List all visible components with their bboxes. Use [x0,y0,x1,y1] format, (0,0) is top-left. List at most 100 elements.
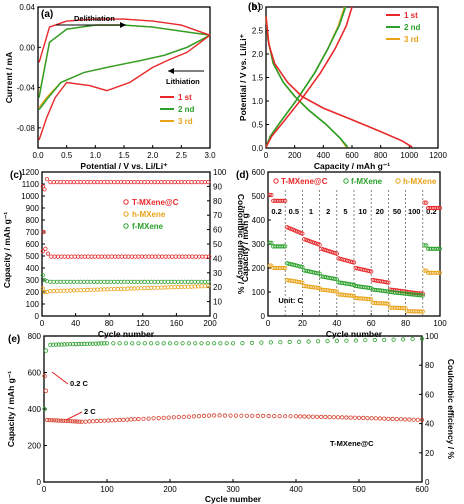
hmxene-capacity-point [75,288,80,293]
rate-label: 5 [343,207,347,216]
hmxene-capacity-point [78,288,83,293]
capacity-point [63,418,68,423]
tmxene-capacity-point [99,254,104,259]
coulombic-efficiency-point [40,249,45,254]
capacity-point [176,414,181,420]
coulombic-efficiency-point [167,341,173,346]
y-tick-label: 1100 [22,180,40,189]
legend-label: 2 nd [178,105,195,114]
tmxene-capacity-point [143,254,148,259]
hmxene-capacity-point [95,287,100,292]
y-tick-label: 200 [28,442,42,451]
fmxene-capacity-point [165,279,171,284]
y-tick-label: 800 [26,216,40,225]
capacity-point [77,419,82,424]
fmxene-capacity-point [155,279,160,284]
fmxene-capacity-point [159,279,164,284]
x-tick-label: 40 [71,319,80,328]
tmxene-capacity-point [186,254,192,259]
capacity-point [277,413,282,419]
fmxene-rate-point [281,244,286,249]
fmxene-capacity-point [189,279,194,284]
hmxene-capacity-point [192,284,197,289]
coulombic-efficiency-point [118,180,124,185]
y2-tick-label: 40 [425,420,434,429]
hmxene-capacity-point [125,286,130,291]
rate-label: 0.5 [289,207,299,216]
capacity-point [106,418,111,423]
coulombic-efficiency-point [125,180,130,185]
capacity-point [239,413,244,418]
capacity-point [68,419,73,424]
y-tick-label: -0.08 [17,124,36,133]
panel-label: (b) [248,2,261,13]
hmxene-capacity-point [61,288,66,293]
hmxene-capacity-point [159,285,164,290]
rate-label: 50 [393,207,401,216]
y2-tick-label: 60 [213,226,222,235]
fmxene-capacity-point [51,279,56,284]
fmxene-capacity-point [112,279,117,284]
x-tick-label: 0.5 [61,151,73,160]
x-tick-label: 0 [40,319,45,328]
hmxene-capacity-point [169,285,174,290]
capacity-point [335,415,341,420]
cv-curve-1-upper [38,18,211,63]
fmxene-capacity-point [68,279,73,284]
fmxene-capacity-point [142,279,147,284]
panel-label: (c) [10,170,22,181]
capacity-point [102,418,107,423]
y-tick-label: 3.0 [252,3,264,12]
x-tick-label: 3.0 [204,151,216,160]
annotation: Delithiation [74,14,115,23]
y2-tick-label: 40 [213,254,222,263]
hmxene-capacity-point [142,285,147,291]
y2-tick-label: 0 [425,478,430,487]
coulombic-efficiency-point [306,339,311,344]
fmxene-capacity-point [128,279,134,284]
y-axis-label: Potential / V vs. Li/Li⁺ [238,33,248,121]
coulombic-efficiency-point [79,341,84,347]
y-tick-label: 1.0 [252,97,264,106]
tmxene-capacity-point [59,254,64,259]
coulombic-efficiency-point [122,180,127,185]
legend-marker [343,178,349,184]
y-tick-label: 400 [28,405,42,414]
capacity-point [407,417,412,422]
coulombic-efficiency-point [391,337,396,342]
x-tick-label: 120 [136,319,150,328]
capacity-point [201,413,207,418]
coulombic-efficiency-point [155,180,160,185]
panel-e: 0 100 200 300 400 500 600020040060080002040608… [6,332,456,504]
legend-marker [395,178,401,184]
tmxene-rate-point [283,198,288,203]
tmxene-capacity-point [106,254,111,259]
tmxene-capacity-point [49,254,54,259]
legend-label: T-MXene@C [132,198,179,207]
coulombic-efficiency-point [169,180,174,185]
coulombic-efficiency-point [410,336,415,342]
coulombic-efficiency-point [58,180,63,185]
legend-marker [123,199,129,205]
tmxene-rate-point [334,251,339,256]
fmxene-capacity-point [145,279,150,284]
hmxene-capacity-point [179,284,184,289]
legend-marker [273,178,279,184]
capacity-point [75,419,80,424]
tmxene-rate-point [317,242,322,247]
tmxene-capacity-point [52,254,57,259]
capacity-point [331,415,336,420]
capacity-point [369,416,374,421]
legend-label: 3 rd [178,117,193,126]
tmxene-rate-point [437,205,443,211]
tmxene-rate-point [312,240,317,245]
coulombic-efficiency-point [75,180,80,185]
x-tick-label: 1000 [400,151,418,160]
fmxene-capacity-point [78,279,83,284]
panel-c: 0 40 80 120 160 20001002003004005006007008009… [2,168,246,339]
fmxene-capacity-point [85,279,90,284]
hmxene-rate-point [386,301,391,306]
y-tick-label: 100 [26,300,40,309]
x-tick-label: 500 [352,485,366,494]
tmxene-rate-point [300,231,305,236]
